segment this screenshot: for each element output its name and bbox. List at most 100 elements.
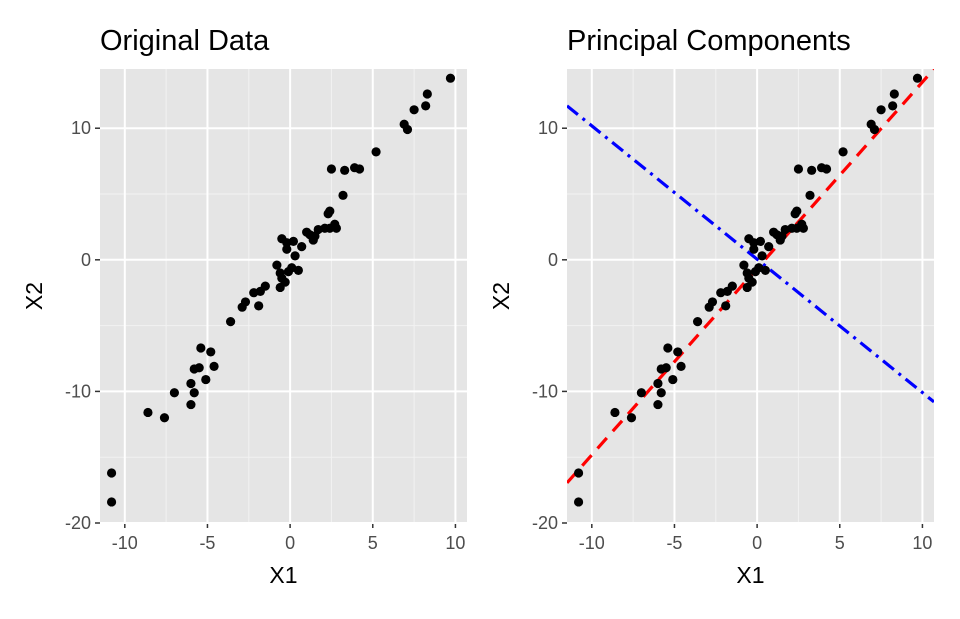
data-point xyxy=(760,265,770,275)
data-point xyxy=(798,223,809,233)
data-point xyxy=(331,223,342,233)
data-point xyxy=(721,301,731,311)
data-point xyxy=(209,361,219,372)
y-axis-title: X2 xyxy=(21,282,47,310)
data-point xyxy=(282,244,292,254)
data-point xyxy=(707,297,718,307)
x-axis-title: X1 xyxy=(736,562,764,588)
data-point xyxy=(225,317,236,327)
y-tick-label: 0 xyxy=(81,250,91,270)
data-point xyxy=(749,244,759,254)
data-point xyxy=(673,347,683,357)
data-point xyxy=(573,497,584,507)
x-tick-label: -10 xyxy=(579,533,605,553)
y-tick-label: 10 xyxy=(71,118,91,138)
data-point xyxy=(869,124,880,135)
x-tick-label: -5 xyxy=(199,533,215,553)
data-point xyxy=(106,497,117,507)
data-point xyxy=(186,378,196,389)
data-point xyxy=(402,124,413,135)
data-point xyxy=(739,260,749,270)
data-point xyxy=(755,236,766,246)
data-point xyxy=(326,164,337,174)
data-point xyxy=(692,317,703,327)
data-point xyxy=(272,260,282,270)
panel-original-data: -10 -5 0 5 10 -20 -10 0 10 Original Data X1 X2 xyxy=(21,25,467,588)
data-point xyxy=(626,413,637,423)
data-point xyxy=(663,343,673,353)
data-point xyxy=(792,206,802,216)
plot-background xyxy=(100,69,467,523)
data-point xyxy=(189,388,199,398)
data-point xyxy=(876,105,886,115)
y-tick-label: -20 xyxy=(532,513,558,533)
data-point xyxy=(338,190,348,200)
data-point xyxy=(421,101,431,111)
data-point xyxy=(206,347,216,357)
data-point xyxy=(254,301,264,311)
data-point xyxy=(727,281,737,291)
data-point xyxy=(186,399,196,410)
data-point xyxy=(260,281,270,291)
x-tick-label: -10 xyxy=(112,533,138,553)
data-point xyxy=(280,277,290,287)
data-point xyxy=(409,105,419,115)
data-point xyxy=(106,468,117,478)
y-tick-label: 0 xyxy=(548,250,558,270)
data-point xyxy=(354,164,365,174)
pc2-line xyxy=(567,104,934,404)
data-point xyxy=(676,361,686,372)
data-point xyxy=(888,101,898,111)
x-tick-label: 0 xyxy=(752,533,762,553)
panel-title: Principal Components xyxy=(567,25,851,57)
data-point xyxy=(143,407,153,418)
y-tick-label: -20 xyxy=(65,513,91,533)
data-point xyxy=(293,265,303,275)
x-tick-label: -5 xyxy=(666,533,682,553)
y-tick-label: 10 xyxy=(538,118,558,138)
data-point xyxy=(240,297,251,307)
data-point xyxy=(610,407,620,418)
data-point xyxy=(805,190,815,200)
data-point xyxy=(821,164,832,174)
data-point xyxy=(201,374,211,385)
data-point xyxy=(912,73,923,83)
data-point xyxy=(325,206,335,216)
data-point xyxy=(340,165,350,175)
y-axis-title: X2 xyxy=(488,282,514,310)
x-tick-label: 10 xyxy=(445,533,465,553)
panel-title: Original Data xyxy=(100,25,270,57)
data-point xyxy=(793,164,804,174)
y-tick-label: -10 xyxy=(532,381,558,401)
data-point xyxy=(838,147,848,157)
data-point xyxy=(159,413,170,423)
plot-background xyxy=(567,69,934,523)
data-point xyxy=(196,343,206,353)
data-point xyxy=(290,251,300,261)
data-point xyxy=(747,277,757,287)
data-point xyxy=(573,468,584,478)
plot-area: -10 -5 0 5 10 -20 -10 0 10 xyxy=(65,69,467,553)
data-point xyxy=(668,374,678,385)
x-tick-label: 5 xyxy=(368,533,378,553)
data-point xyxy=(169,388,179,398)
data-point xyxy=(653,399,663,410)
x-axis-title: X1 xyxy=(269,562,297,588)
data-point xyxy=(757,251,767,261)
data-point xyxy=(653,378,663,389)
x-tick-label: 0 xyxy=(285,533,295,553)
data-point xyxy=(636,388,646,398)
x-tick-label: 5 xyxy=(835,533,845,553)
data-point xyxy=(656,388,666,398)
data-point xyxy=(194,363,204,373)
data-point xyxy=(661,363,671,373)
data-point xyxy=(889,89,899,99)
data-point xyxy=(297,242,307,252)
data-point xyxy=(422,89,432,99)
data-point xyxy=(764,242,774,252)
data-point xyxy=(288,236,299,246)
y-tick-label: -10 xyxy=(65,381,91,401)
